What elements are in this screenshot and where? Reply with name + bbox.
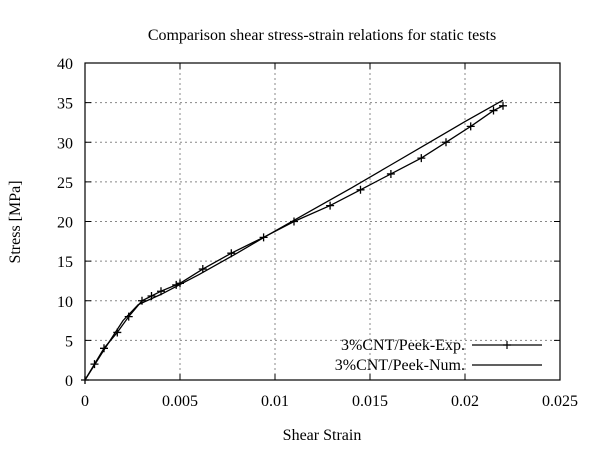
y-tick-label: 20 bbox=[57, 215, 73, 232]
series-group bbox=[81, 99, 507, 384]
legend-label-num: 3%CNT/Peek-Num. bbox=[335, 357, 465, 374]
data-point-exp bbox=[326, 201, 335, 210]
data-point-exp bbox=[356, 185, 365, 194]
grid bbox=[85, 63, 560, 380]
legend: 3%CNT/Peek-Exp. 3%CNT/Peek-Num. bbox=[335, 337, 542, 374]
legend-label-exp: 3%CNT/Peek-Exp. bbox=[341, 337, 465, 354]
x-tick-label: 0.02 bbox=[451, 393, 479, 410]
chart-title: Comparison shear stress-strain relations… bbox=[148, 27, 496, 44]
y-axis-label: Stress [MPa] bbox=[7, 180, 24, 263]
x-tick-label: 0.025 bbox=[542, 393, 578, 410]
data-point-exp bbox=[499, 101, 507, 110]
legend-marker-exp bbox=[503, 341, 511, 349]
y-tick-label: 35 bbox=[57, 96, 73, 113]
x-axis-label: Shear Strain bbox=[283, 427, 362, 444]
x-tick-label: 0.005 bbox=[162, 393, 198, 410]
data-point-exp bbox=[417, 154, 426, 163]
series-line-num bbox=[84, 99, 504, 381]
data-point-exp bbox=[489, 106, 498, 115]
y-tick-label: 5 bbox=[65, 333, 73, 350]
y-tick-label: 10 bbox=[57, 294, 73, 311]
x-tick-label: 0.015 bbox=[352, 393, 388, 410]
ticks: 0 0.005 0.01 0.015 0.02 0.025 0 5 10 15 20 25 30 35 40 bbox=[57, 56, 578, 410]
y-tick-label: 30 bbox=[57, 135, 73, 152]
data-point-exp bbox=[466, 122, 475, 131]
plot-frame bbox=[84, 62, 561, 381]
y-tick-label: 0 bbox=[65, 373, 73, 390]
data-point-exp bbox=[442, 138, 450, 147]
x-tick-label: 0 bbox=[81, 393, 89, 410]
y-tick-label: 15 bbox=[57, 254, 73, 271]
series-line-exp bbox=[84, 105, 504, 381]
x-tick-label: 0.01 bbox=[261, 393, 289, 410]
data-point-exp bbox=[386, 169, 395, 178]
y-tick-label: 40 bbox=[57, 56, 73, 73]
y-tick-label: 25 bbox=[57, 175, 73, 192]
